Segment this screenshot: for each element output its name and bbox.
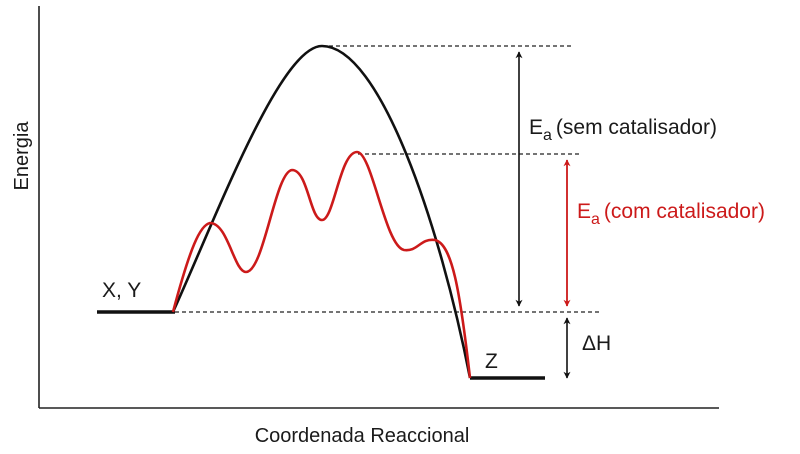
ea-catalyzed-subscript: a bbox=[591, 211, 600, 228]
reactants-label: X, Y bbox=[102, 279, 141, 302]
ea-uncatalyzed-text: (sem catalisador) bbox=[556, 116, 717, 139]
ea-catalyzed-label: Ea (com catalisador) bbox=[577, 200, 765, 228]
delta-h-label: ΔH bbox=[582, 332, 611, 355]
ea-catalyzed-text: (com catalisador) bbox=[604, 200, 765, 223]
ea-uncatalyzed-symbol: E bbox=[529, 116, 543, 139]
ea-catalyzed-symbol: E bbox=[577, 200, 591, 223]
y-axis-label: Energia bbox=[11, 121, 33, 191]
ea-uncatalyzed-subscript: a bbox=[543, 127, 552, 144]
ea-uncatalyzed-label: Ea (sem catalisador) bbox=[529, 116, 717, 144]
uncatalyzed-curve bbox=[171, 44, 472, 379]
products-label: Z bbox=[485, 350, 498, 373]
catalyzed-curve bbox=[171, 150, 472, 379]
x-axis-label: Coordenada Reaccional bbox=[255, 425, 470, 447]
